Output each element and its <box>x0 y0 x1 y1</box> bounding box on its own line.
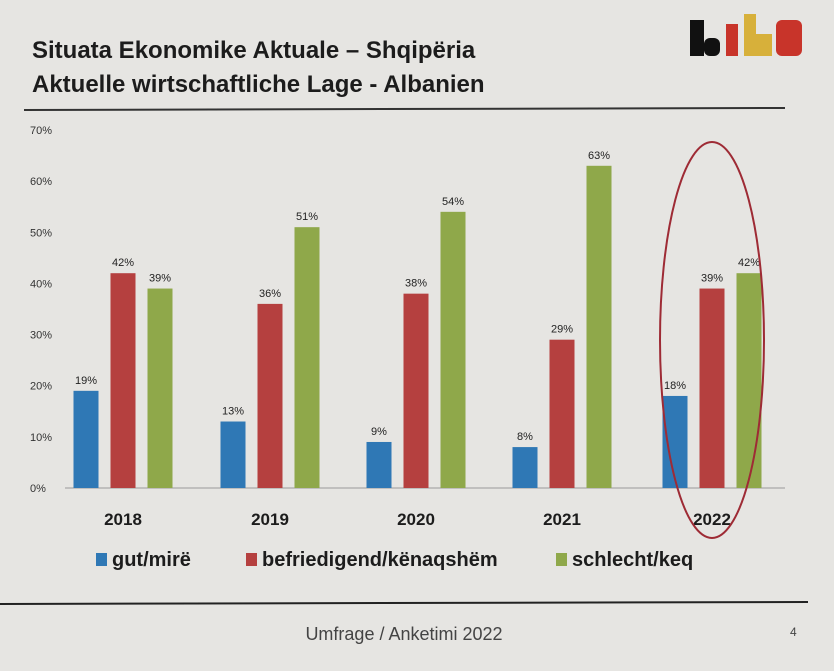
bar-2022-1 <box>699 288 725 488</box>
bar-2022-2 <box>736 273 762 488</box>
data-label: 19% <box>75 375 97 387</box>
x-tick-label: 2021 <box>543 510 581 529</box>
diha-logo <box>690 14 802 56</box>
data-label: 39% <box>701 273 723 285</box>
data-label: 39% <box>149 273 171 285</box>
legend-swatch <box>96 553 107 566</box>
data-label: 42% <box>738 257 760 269</box>
data-label: 29% <box>551 324 573 336</box>
y-tick-label: 70% <box>30 125 52 137</box>
bar-2021-1 <box>549 339 575 488</box>
data-label: 9% <box>371 426 387 438</box>
bar-2020-0 <box>366 441 392 488</box>
data-label: 63% <box>588 150 610 162</box>
x-tick-label: 2020 <box>397 510 435 529</box>
page-number: 4 <box>790 625 797 639</box>
bar-2019-1 <box>257 303 283 488</box>
title-divider <box>23 107 786 111</box>
bar-2018-1 <box>110 273 136 488</box>
y-tick-label: 10% <box>30 432 52 444</box>
data-label: 18% <box>664 380 686 392</box>
bar-2019-0 <box>220 421 246 488</box>
bar-2020-2 <box>440 211 466 489</box>
legend-swatch <box>246 553 257 566</box>
bar-2020-1 <box>403 293 429 488</box>
bar-2019-2 <box>294 227 320 488</box>
footer-text: Umfrage / Anketimi 2022 <box>305 624 502 644</box>
highlight-ellipse-2022 <box>659 141 765 539</box>
data-label: 54% <box>442 196 464 208</box>
y-tick-label: 20% <box>30 381 52 393</box>
bar-2018-0 <box>73 390 99 488</box>
data-label: 13% <box>222 406 244 418</box>
legend-swatch <box>556 553 567 566</box>
data-label: 51% <box>296 211 318 223</box>
bar-2022-0 <box>662 395 688 488</box>
x-tick-label: 2022 <box>693 510 731 529</box>
data-label: 42% <box>112 257 134 269</box>
y-tick-label: 40% <box>30 278 52 290</box>
title-line-1: Situata Ekonomike Aktuale – Shqipëria <box>32 37 476 64</box>
title-line-2: Aktuelle wirtschaftliche Lage - Albanien <box>32 71 485 98</box>
data-label: 36% <box>259 288 281 300</box>
bar-2021-0 <box>512 447 538 488</box>
x-tick-label: 2019 <box>251 510 289 529</box>
y-tick-label: 50% <box>30 227 52 239</box>
x-tick-label: 2018 <box>104 510 142 529</box>
y-tick-label: 0% <box>30 483 46 495</box>
bar-2021-2 <box>586 165 612 489</box>
data-label: 38% <box>405 278 427 290</box>
footer-divider <box>0 601 809 605</box>
legend-label: gut/mirë <box>112 549 191 571</box>
bar-2018-2 <box>147 288 173 488</box>
legend-label: schlecht/keq <box>572 549 693 571</box>
y-tick-label: 60% <box>30 176 52 188</box>
legend-label: befriedigend/kënaqshëm <box>262 549 498 571</box>
y-tick-label: 30% <box>30 330 52 342</box>
data-label: 8% <box>517 431 533 443</box>
